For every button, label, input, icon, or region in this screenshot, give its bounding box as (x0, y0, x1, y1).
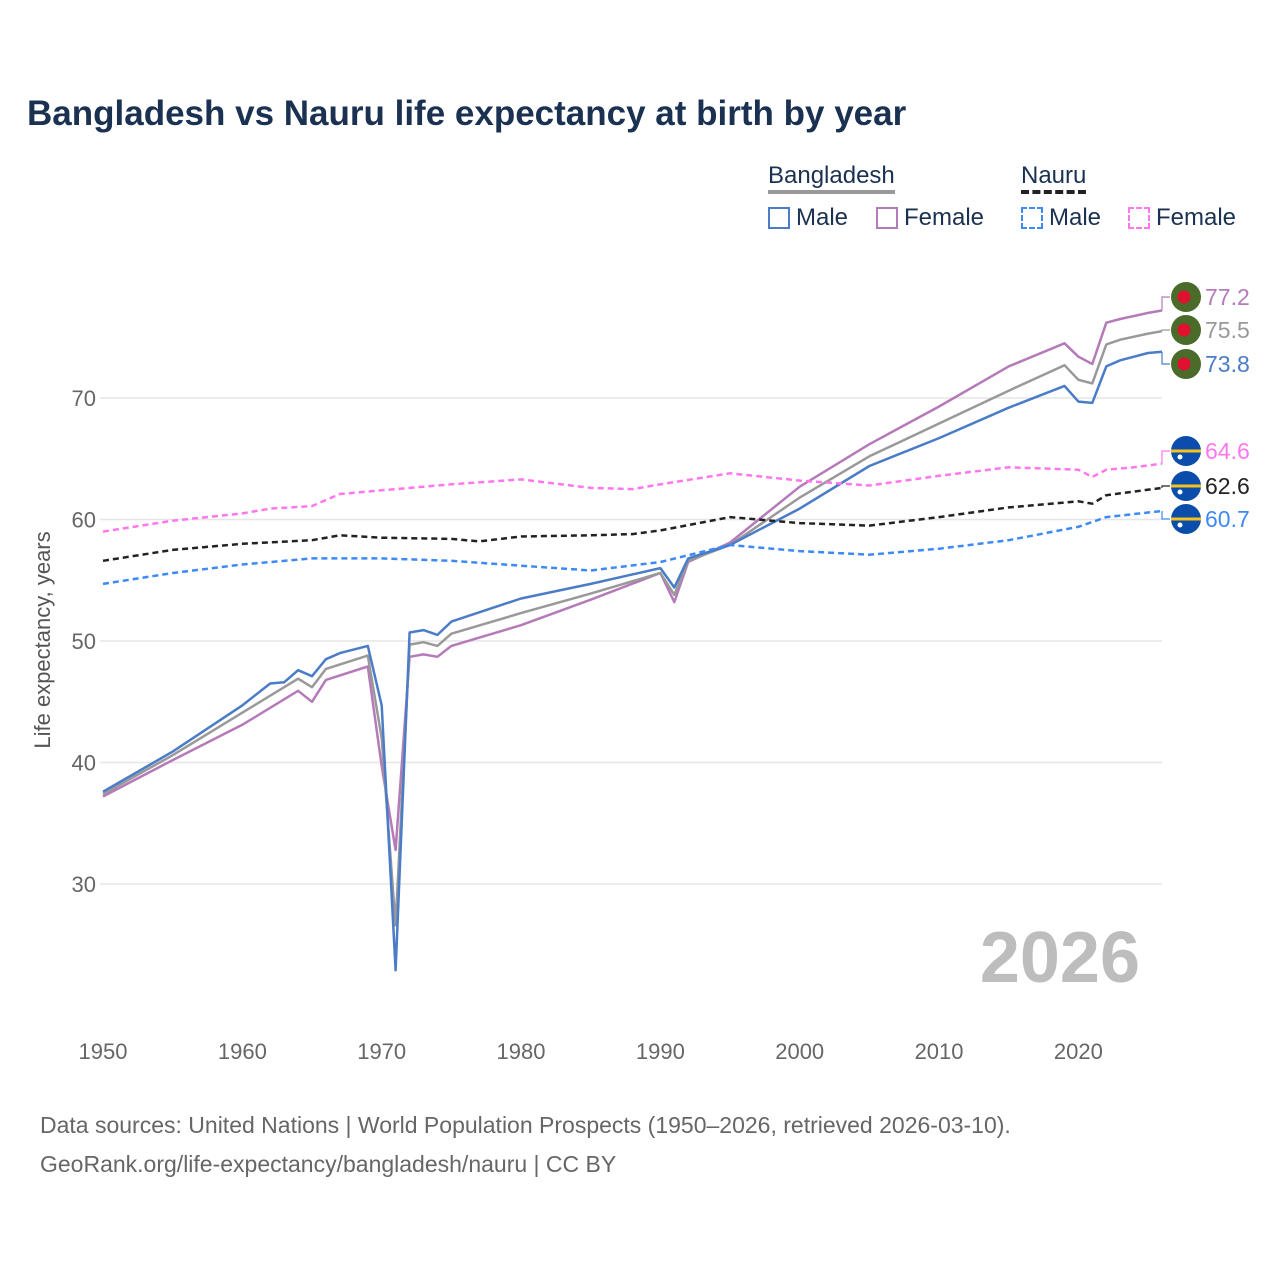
label-connector (1161, 510, 1170, 520)
legend-item-nauru-female[interactable]: Female (1128, 204, 1236, 232)
bangladesh-flag-disc (1177, 290, 1191, 304)
series-line-bangladesh-female (102, 309, 1163, 852)
footer: Data sources: United Nations | World Pop… (40, 1106, 1011, 1184)
x-tick-label: 2020 (1054, 1039, 1103, 1064)
nauru-flag-star (1177, 522, 1183, 528)
y-tick-label: 50 (72, 629, 96, 654)
legend-label: Male (796, 204, 849, 231)
y-axis-label: Life expectancy, years (30, 531, 55, 748)
nauru-flag-star (1177, 454, 1183, 460)
y-tick-label: 60 (72, 508, 96, 533)
end-value-label: 73.8 (1205, 351, 1250, 377)
label-connector (1161, 329, 1170, 332)
nauru-flag-star (1177, 489, 1183, 495)
label-connector (1161, 351, 1170, 365)
attribution-text: GeoRank.org/life-expectancy/bangladesh/n… (40, 1151, 617, 1177)
legend-swatch (1021, 207, 1043, 229)
data-source-text: Data sources: United Nations | World Pop… (40, 1112, 1011, 1138)
legend-swatch (1128, 207, 1150, 229)
x-tick-label: 2010 (915, 1039, 964, 1064)
series-line-nauru-male (102, 509, 1163, 586)
nauru-flag-stripe (1171, 449, 1201, 453)
legend-group-bangladesh: Bangladesh (768, 162, 895, 194)
series-line-nauru-female (102, 462, 1163, 533)
end-value-label: 77.2 (1205, 284, 1250, 310)
nauru-flag-stripe (1171, 484, 1201, 488)
label-connector (1161, 450, 1170, 464)
x-tick-label: 1970 (357, 1039, 406, 1064)
y-tick-label: 70 (72, 386, 96, 411)
label-connector (1161, 485, 1170, 488)
legend-group-nauru: Nauru (1021, 162, 1087, 194)
legend-label: Female (1156, 204, 1237, 231)
nauru-flag-stripe (1171, 517, 1201, 521)
x-tick-label: 1980 (497, 1039, 546, 1064)
series-line-nauru (102, 486, 1163, 563)
legend-swatch (876, 207, 898, 229)
legend-item-nauru-male[interactable]: Male (1021, 204, 1101, 232)
chart-title: Bangladesh vs Nauru life expectancy at b… (27, 94, 907, 133)
legend-label: Male (1049, 204, 1102, 231)
legend-label: Female (904, 204, 985, 231)
series-line-bangladesh-male (102, 350, 1163, 972)
end-value-label: 62.6 (1205, 473, 1250, 499)
bangladesh-flag-disc (1177, 323, 1191, 337)
x-tick-label: 1960 (218, 1039, 267, 1064)
series-line-bangladesh (102, 329, 1163, 927)
y-tick-label: 40 (72, 751, 96, 776)
legend-swatch (768, 207, 790, 229)
bangladesh-flag-disc (1177, 357, 1191, 371)
x-tick-label: 2000 (775, 1039, 824, 1064)
year-watermark: 2026 (980, 918, 1140, 998)
end-value-label: 75.5 (1205, 317, 1250, 343)
end-value-label: 60.7 (1205, 506, 1250, 532)
label-connector (1161, 296, 1170, 311)
legend-item-bangladesh-female[interactable]: Female (876, 204, 984, 232)
end-value-label: 64.6 (1205, 438, 1250, 464)
y-tick-label: 30 (72, 872, 96, 897)
x-tick-label: 1990 (636, 1039, 685, 1064)
legend-item-bangladesh-male[interactable]: Male (768, 204, 848, 232)
x-tick-label: 1950 (79, 1039, 128, 1064)
